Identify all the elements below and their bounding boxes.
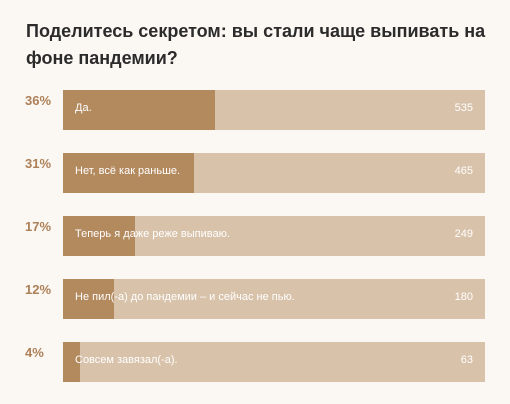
option-label: Нет, всё как раньше. [75, 165, 181, 177]
option-bar[interactable]: Совсем завязал(-а). 63 [63, 342, 485, 382]
poll-option[interactable]: 12% Не пил(-а) до пандемии – и сейчас не… [0, 279, 510, 319]
option-label: Не пил(-а) до пандемии – и сейчас не пью… [75, 291, 295, 303]
poll-option[interactable]: 31% Нет, всё как раньше. 465 [0, 153, 510, 193]
option-votes: 465 [454, 165, 473, 177]
option-percent: 4% [25, 345, 44, 360]
option-percent: 31% [25, 156, 52, 171]
option-bar[interactable]: Не пил(-а) до пандемии – и сейчас не пью… [63, 279, 485, 319]
option-percent: 12% [25, 282, 52, 297]
option-bar-fill [63, 279, 114, 319]
option-percent: 17% [25, 219, 52, 234]
option-votes: 180 [454, 291, 473, 303]
option-votes: 535 [454, 102, 473, 114]
option-bar-fill [63, 90, 215, 130]
option-bar[interactable]: Теперь я даже реже выпиваю. 249 [63, 216, 485, 256]
option-bar-fill [63, 342, 80, 382]
option-label: Теперь я даже реже выпиваю. [75, 228, 230, 240]
option-bar[interactable]: Да. 535 [63, 90, 485, 130]
poll-option[interactable]: 17% Теперь я даже реже выпиваю. 249 [0, 216, 510, 256]
option-bar[interactable]: Нет, всё как раньше. 465 [63, 153, 485, 193]
poll-question: Поделитесь секретом: вы стали чаще выпив… [26, 21, 486, 68]
option-votes: 249 [454, 228, 473, 240]
option-label: Совсем завязал(-а). [75, 354, 178, 366]
option-bar-fill [63, 216, 135, 256]
option-percent: 36% [25, 93, 52, 108]
option-bar-fill [63, 153, 194, 193]
poll-option[interactable]: 4% Совсем завязал(-а). 63 [0, 342, 510, 382]
option-votes: 63 [460, 354, 473, 366]
option-label: Да. [75, 102, 92, 114]
poll-option[interactable]: 36% Да. 535 [0, 90, 510, 130]
